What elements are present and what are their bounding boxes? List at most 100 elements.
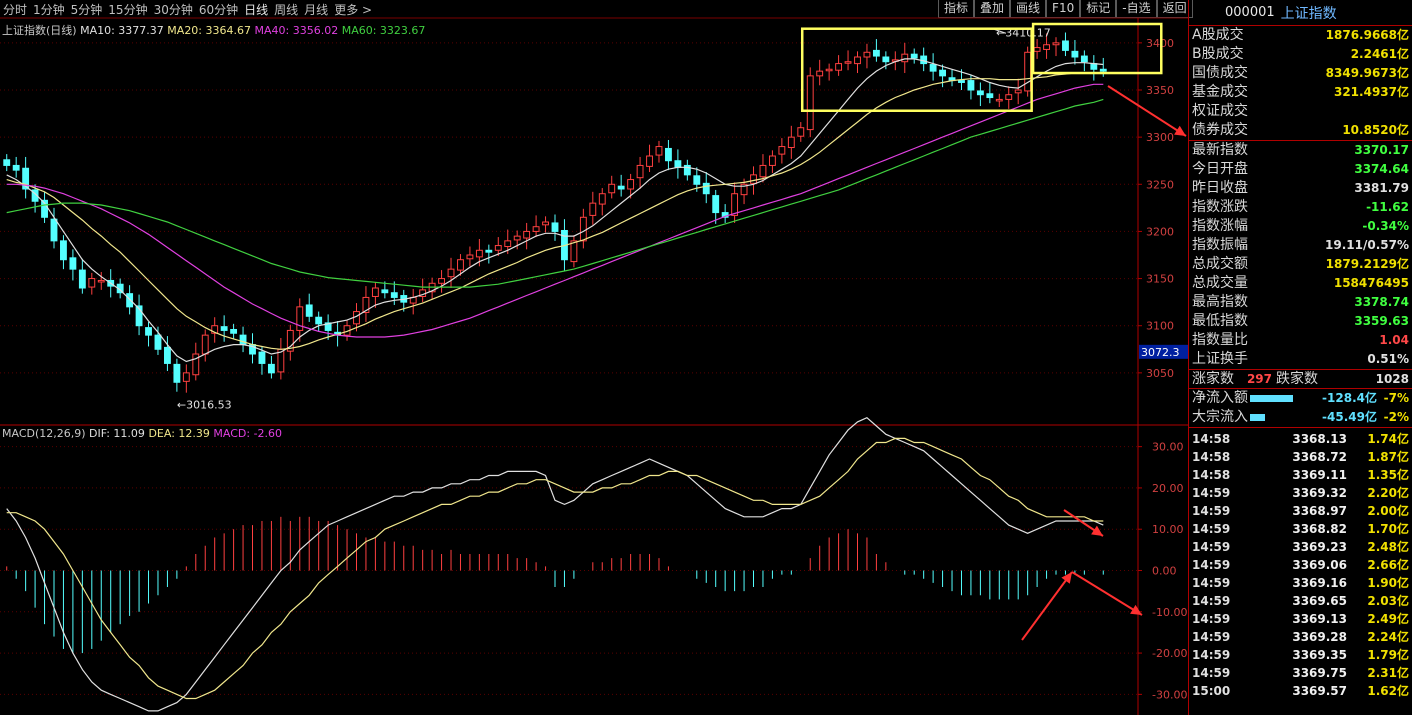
candle-body [551, 222, 559, 232]
tick-volume: 2.31亿 [1367, 666, 1409, 680]
stat-label: 总成交额 [1192, 256, 1248, 272]
candle-body [12, 164, 20, 171]
period-tab-3[interactable]: 15分钟 [108, 2, 148, 17]
period-tab-7[interactable]: 周线 [274, 2, 299, 17]
stat-value: 3378.74 [1354, 295, 1409, 309]
tick-volume: 2.49亿 [1367, 612, 1409, 626]
candle-body [1014, 89, 1022, 94]
arrow-macd-up [1021, 571, 1073, 641]
period-tab-2[interactable]: 5分钟 [70, 2, 103, 17]
candle-body [1099, 68, 1107, 72]
candle-body [835, 63, 843, 71]
price-tick-label: 3300 [1146, 131, 1174, 144]
period-tab-8[interactable]: 月线 [304, 2, 329, 17]
tick-volume: 1.62亿 [1367, 684, 1409, 698]
flow-value: -45.49亿 [1322, 410, 1377, 424]
candle-body [220, 326, 228, 331]
macd_legend-item: MACD: -2.60 [213, 427, 283, 440]
tick-row: 14:59 3369.16 1.90亿 [1189, 574, 1412, 592]
macd-tick-label: -30.00 [1152, 688, 1187, 701]
turnover-row: 基金成交 321.4937亿 [1189, 83, 1412, 102]
candle-body [60, 240, 67, 261]
macd-tick-label: 0.00 [1152, 565, 1177, 578]
tick-time: 14:59 [1192, 612, 1231, 626]
flow-percent: -2% [1383, 410, 1409, 424]
candle-body [986, 93, 994, 99]
candle-body [1062, 40, 1069, 51]
tick-price: 3369.28 [1292, 630, 1347, 644]
period-tab-5[interactable]: 60分钟 [198, 2, 239, 17]
tick-price: 3369.11 [1292, 468, 1347, 482]
candle-body [806, 75, 814, 131]
stat-value: 158476495 [1333, 276, 1409, 290]
candle-body [608, 183, 616, 194]
stat-value: 3374.64 [1354, 162, 1409, 176]
macd-tick-label: 20.00 [1152, 482, 1184, 495]
candle-body [1052, 42, 1060, 46]
candle-body [844, 61, 852, 64]
stat-value: -11.62 [1366, 200, 1409, 214]
turnover-value: 8349.9673亿 [1325, 66, 1409, 80]
tick-volume: 2.03亿 [1367, 594, 1409, 608]
candle-body [627, 179, 635, 190]
candlestick-chart[interactable]: 3400 3350 3300 3250 3200 3150 3100 3050 3072.3 30… [0, 0, 1188, 715]
candle-body [683, 164, 691, 176]
candle-body [296, 306, 304, 331]
period-tab-4[interactable]: 30分钟 [153, 2, 193, 17]
quote-panel: 000001 上证指数 A股成交 1876.9668亿 B股成交 2.2461亿 国债成… [1188, 0, 1412, 715]
candle-body [182, 372, 190, 382]
cursor-price-label: 3072.3 [1141, 346, 1180, 359]
turnover-value: 2.2461亿 [1350, 47, 1409, 61]
tick-volume: 2.24亿 [1367, 630, 1409, 644]
ma40-line [6, 83, 1104, 338]
flow-list: 净流入额 -128.4亿 -7% 大宗流入 -45.49亿 -2% [1189, 389, 1412, 428]
ma_legend-item: MA10: 3377.37 [80, 24, 168, 37]
period-tab-0[interactable]: 分时 [3, 2, 28, 17]
candle-body [854, 56, 861, 65]
period-tab-1[interactable]: 1分钟 [33, 2, 65, 17]
candle-body [78, 269, 86, 289]
candle-body [230, 328, 238, 334]
flow-bar [1250, 395, 1294, 402]
candle-body [967, 80, 975, 91]
candle-body [674, 160, 682, 168]
up-count-value: 297 [1246, 372, 1272, 386]
macd-legend: MACD(12,26,9) DIF: 11.09 DEA: 12.39 MACD… [2, 427, 282, 440]
macd-tick-label: 30.00 [1152, 441, 1184, 454]
tick-price: 3369.57 [1292, 684, 1347, 698]
tick-price: 3369.16 [1292, 576, 1347, 590]
stat-row: 总成交量 158476495 [1189, 274, 1412, 293]
candle-body [504, 240, 512, 248]
turnover-list: A股成交 1876.9668亿 B股成交 2.2461亿 国债成交 8349.9673亿基… [1189, 26, 1412, 141]
candle-body [872, 49, 880, 57]
candle-body [740, 183, 748, 196]
candle-body [759, 164, 767, 178]
candle-body [466, 254, 474, 260]
candle-body [929, 64, 937, 72]
price-tick-label: 3200 [1146, 225, 1174, 238]
stat-value: 19.11/0.57% [1325, 238, 1409, 252]
tick-time: 14:59 [1192, 540, 1231, 554]
turnover-row: 权证成交 [1189, 102, 1412, 121]
tick-row: 14:59 3368.82 1.70亿 [1189, 520, 1412, 538]
ma60-line [6, 98, 1104, 288]
flow-value: -128.4亿 [1322, 391, 1377, 405]
stat-row: 指数涨幅 -0.34% [1189, 217, 1412, 236]
period-tab-9[interactable]: 更多 > [334, 2, 373, 17]
candle-body [1090, 63, 1098, 70]
turnover-label: B股成交 [1192, 46, 1244, 62]
tick-price: 3369.23 [1292, 540, 1347, 554]
tick-time: 14:59 [1192, 504, 1231, 518]
period-tab-6[interactable]: 日线 [244, 2, 269, 17]
candle-body [712, 195, 720, 214]
stat-label: 最新指数 [1192, 142, 1248, 158]
turnover-row: B股成交 2.2461亿 [1189, 45, 1412, 64]
turnover-label: 基金成交 [1192, 84, 1248, 100]
tick-price: 3369.75 [1292, 666, 1347, 680]
tick-volume: 1.35亿 [1367, 468, 1409, 482]
candle-body [901, 53, 909, 63]
flow-label: 净流入额 [1192, 390, 1248, 406]
candle-body [475, 249, 483, 258]
stat-value: 0.51% [1367, 352, 1409, 366]
candle-body [324, 322, 332, 331]
